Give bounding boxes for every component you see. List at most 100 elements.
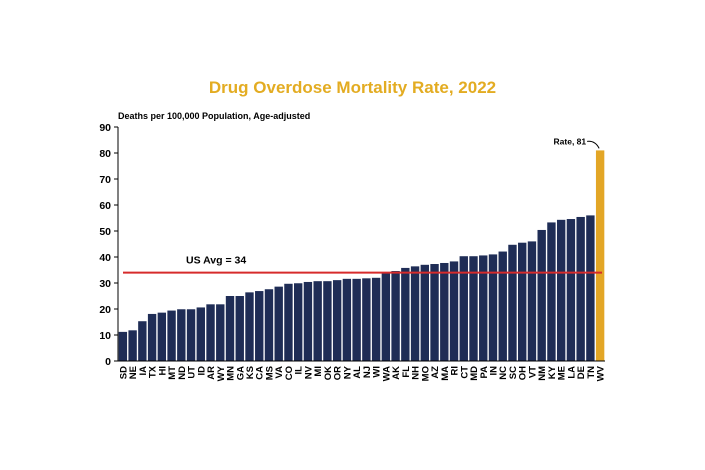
annotation-group: Rate, 81 <box>554 136 600 149</box>
x-tick-label-ar: AR <box>206 366 217 380</box>
y-tick-label-20: 20 <box>99 304 111 316</box>
x-tick-label-ct: CT <box>459 366 470 379</box>
x-tick-label-ga: GA <box>235 366 246 380</box>
x-tick-label-ok: OK <box>323 366 334 380</box>
x-tick-label-az: AZ <box>430 366 441 379</box>
x-tick-label-tn: TN <box>586 366 597 379</box>
bar-sd <box>118 331 128 361</box>
bar-mo <box>420 264 429 361</box>
x-tick-label-nd: ND <box>177 366 188 380</box>
bar-me <box>556 219 566 361</box>
x-tick-label-il: IL <box>294 366 305 375</box>
bar-wa <box>381 272 391 361</box>
x-tick-label-wv: WV <box>596 365 607 381</box>
x-tick-label-md: MD <box>469 366 480 381</box>
bar-ms <box>264 289 274 361</box>
y-ticks-group: 0 10 20 30 40 50 60 70 80 90 <box>99 122 118 368</box>
chart-title: Drug Overdose Mortality Rate, 2022 <box>208 78 497 97</box>
bar-ny <box>342 278 352 361</box>
bar-wy <box>216 304 225 361</box>
bar-nm <box>537 229 546 361</box>
bar-pa <box>479 255 488 361</box>
bar-sc <box>508 244 517 361</box>
x-tick-label-ri: RI <box>450 366 461 376</box>
bar-tx <box>147 313 157 361</box>
x-tick-label-nm: NM <box>537 366 548 381</box>
bar-va <box>274 286 283 361</box>
x-tick-label-ak: AK <box>391 366 402 380</box>
x-tick-label-ca: CA <box>255 366 266 380</box>
bar-la <box>566 219 576 361</box>
x-tick-label-ks: KS <box>245 366 256 379</box>
x-tick-label-la: LA <box>566 366 577 379</box>
y-tick-label-0: 0 <box>105 356 111 368</box>
x-tick-label-vt: VT <box>527 366 538 378</box>
x-tick-label-ma: MA <box>440 366 451 381</box>
y-tick-label-30: 30 <box>99 278 111 290</box>
y-tick-label-60: 60 <box>99 200 111 212</box>
bar-md <box>469 256 478 361</box>
wv-rate-annotation: Rate, 81 <box>554 136 587 146</box>
x-tick-label-ia: IA <box>138 366 149 376</box>
x-tick-label-ny: NY <box>342 365 353 379</box>
y-tick-label-10: 10 <box>99 330 111 342</box>
x-tick-label-me: ME <box>557 366 568 380</box>
x-tick-label-ne: NE <box>128 366 139 379</box>
bar-ar <box>206 304 215 361</box>
bar-wi <box>371 277 381 361</box>
x-tick-label-co: CO <box>284 366 295 380</box>
x-tick-label-in: IN <box>488 366 499 376</box>
x-tick-label-mt: MT <box>167 366 178 380</box>
bar-fl <box>401 267 410 361</box>
bar-ri <box>449 261 459 361</box>
x-tick-label-id: ID <box>196 366 207 376</box>
bars-group <box>118 150 605 361</box>
bar-in <box>488 254 498 361</box>
x-tick-label-tx: TX <box>148 365 159 378</box>
bar-oh <box>518 242 527 361</box>
axes-group <box>117 127 605 362</box>
bar-de <box>576 216 585 361</box>
reference-line-group: US Avg = 34 <box>123 255 602 274</box>
y-tick-label-40: 40 <box>99 252 111 264</box>
bar-az <box>430 264 439 361</box>
bar-ak <box>391 271 400 361</box>
bar-ma <box>440 262 449 361</box>
x-tick-label-nc: NC <box>498 366 509 380</box>
y-tick-label-90: 90 <box>99 122 111 134</box>
y-tick-label-70: 70 <box>99 174 111 186</box>
x-tick-label-hi: HI <box>157 366 168 376</box>
bar-nj <box>362 278 371 361</box>
x-tick-label-mi: MI <box>313 366 324 377</box>
bar-nv <box>303 281 313 361</box>
x-tick-label-oh: OH <box>518 366 529 380</box>
bar-ok <box>323 281 332 361</box>
bar-ky <box>547 222 556 361</box>
x-tick-label-pa: PA <box>479 366 490 379</box>
y-tick-label-50: 50 <box>99 226 111 238</box>
bar-mi <box>313 281 322 361</box>
bar-ct <box>459 256 468 361</box>
bar-ga <box>235 296 244 361</box>
bar-hi <box>157 312 167 361</box>
bar-wv <box>595 150 605 361</box>
x-tick-label-sc: SC <box>508 366 519 379</box>
bar-al <box>352 278 361 361</box>
bar-ne <box>128 330 137 361</box>
bar-nh <box>410 266 420 361</box>
x-tick-label-mn: MN <box>226 366 237 381</box>
bar-vt <box>527 241 537 361</box>
x-tick-label-wy: WY <box>216 365 227 381</box>
bar-ks <box>245 292 254 361</box>
us-average-label: US Avg = 34 <box>186 255 246 267</box>
bar-ut <box>186 309 196 361</box>
bar-ia <box>138 321 147 361</box>
x-tick-label-va: VA <box>274 366 285 379</box>
x-tick-label-or: OR <box>333 366 344 380</box>
x-tick-label-nv: NV <box>303 365 314 379</box>
bar-nd <box>177 309 186 361</box>
x-tick-label-de: DE <box>576 366 587 379</box>
bar-id <box>196 307 205 361</box>
x-tick-label-mo: MO <box>420 366 431 381</box>
